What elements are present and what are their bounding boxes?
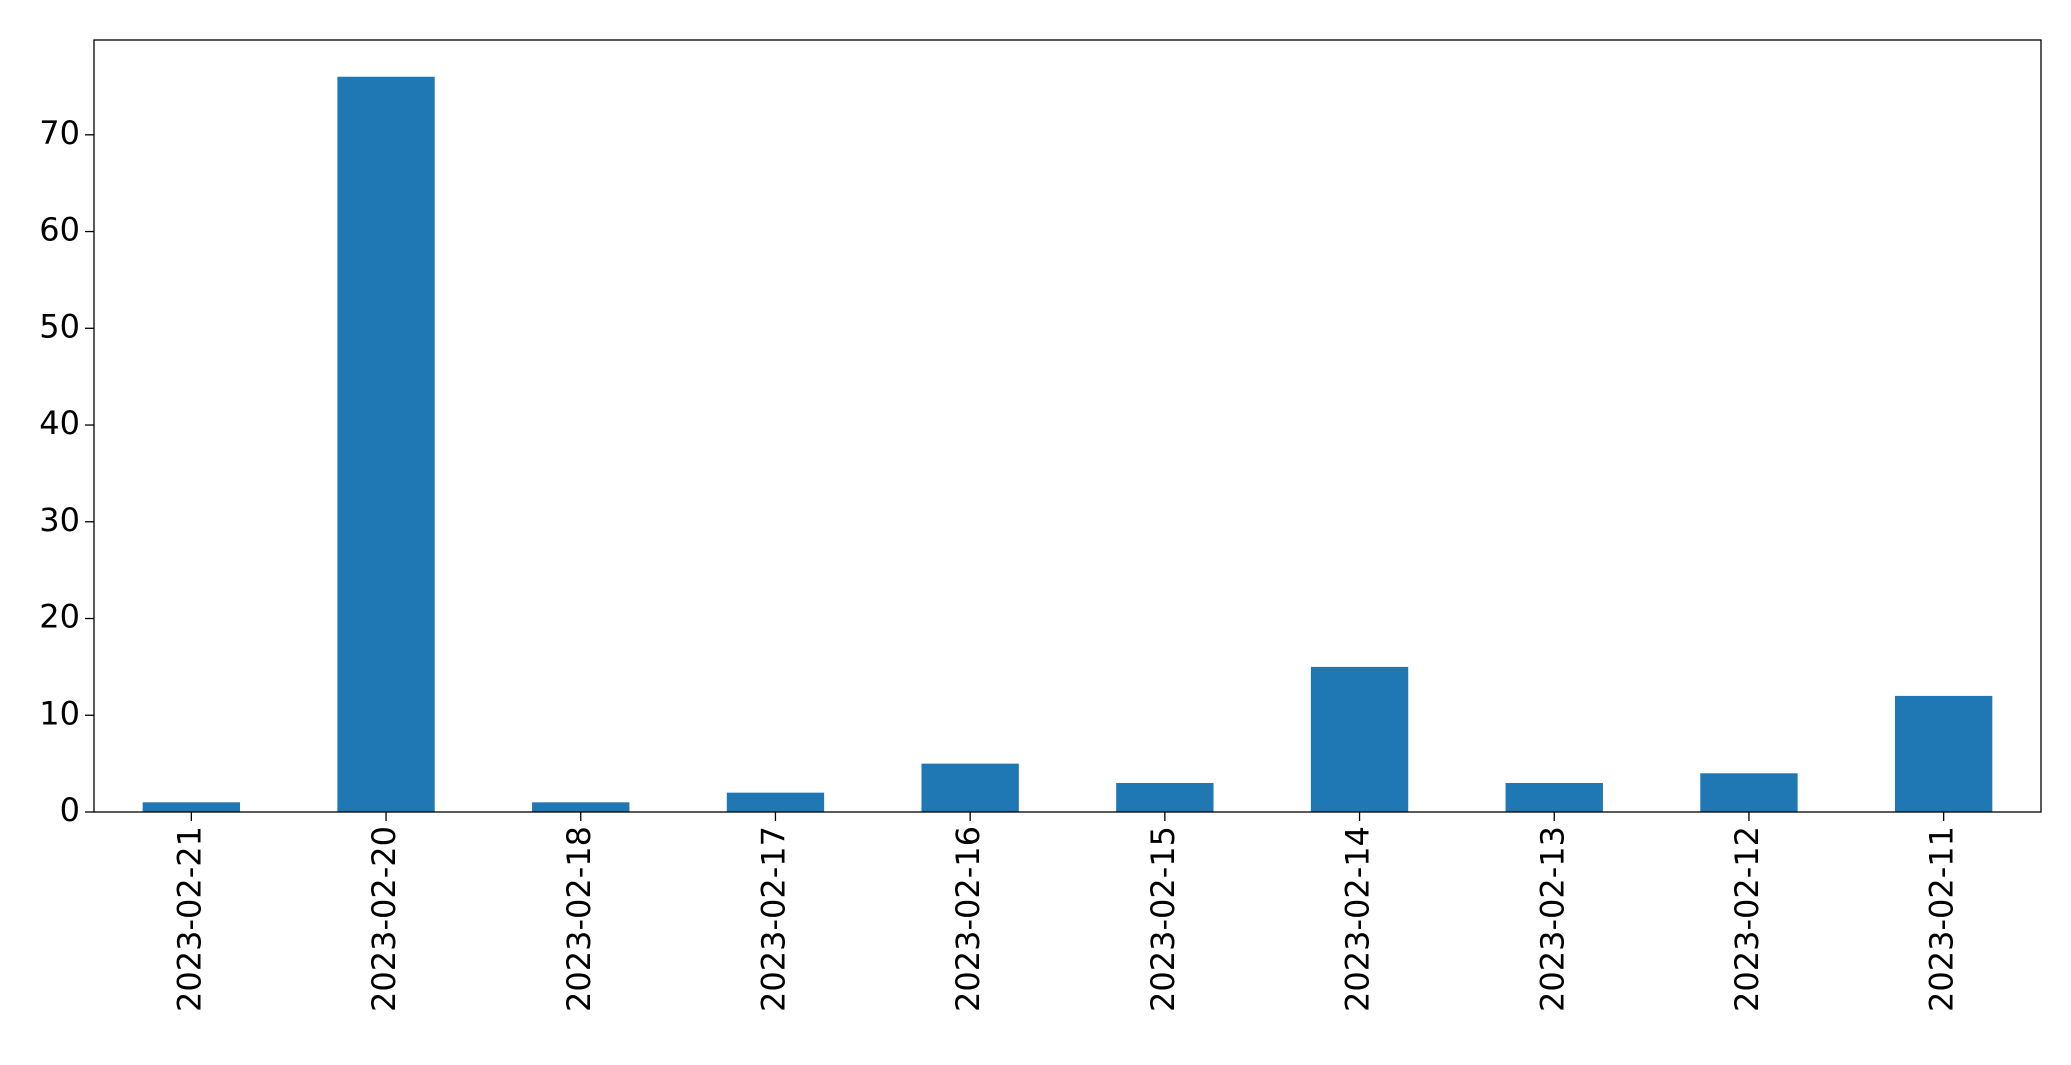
bar <box>1894 695 1993 812</box>
bar <box>142 802 241 812</box>
bar <box>921 763 1019 812</box>
bar <box>1310 666 1409 812</box>
y-tick-label: 70 <box>39 114 80 152</box>
y-tick-label: 0 <box>60 791 80 829</box>
y-tick-label: 30 <box>39 501 80 539</box>
x-tick-label: 2023-02-21 <box>170 826 208 1012</box>
bar <box>1700 773 1798 812</box>
x-tick-label: 2023-02-14 <box>1339 826 1377 1012</box>
x-tick-label: 2023-02-17 <box>754 826 792 1012</box>
y-tick-label: 40 <box>39 404 80 442</box>
y-tick-label: 50 <box>39 307 80 345</box>
y-tick-label: 20 <box>39 598 80 636</box>
x-tick-label: 2023-02-12 <box>1728 826 1766 1012</box>
y-tick-label: 10 <box>39 694 80 732</box>
x-tick-label: 2023-02-15 <box>1144 826 1182 1012</box>
bar <box>532 802 630 812</box>
y-tick-label: 60 <box>39 211 80 249</box>
x-tick-label: 2023-02-20 <box>365 826 403 1012</box>
bar <box>1116 782 1214 812</box>
x-tick-label: 2023-02-11 <box>1923 826 1961 1012</box>
bar <box>726 792 825 812</box>
x-tick-label: 2023-02-16 <box>949 826 987 1012</box>
bar <box>337 76 435 812</box>
x-tick-label: 2023-02-18 <box>560 826 598 1012</box>
x-tick-label: 2023-02-13 <box>1533 826 1571 1012</box>
plot-frame <box>93 39 2042 813</box>
bar <box>1505 782 1603 812</box>
